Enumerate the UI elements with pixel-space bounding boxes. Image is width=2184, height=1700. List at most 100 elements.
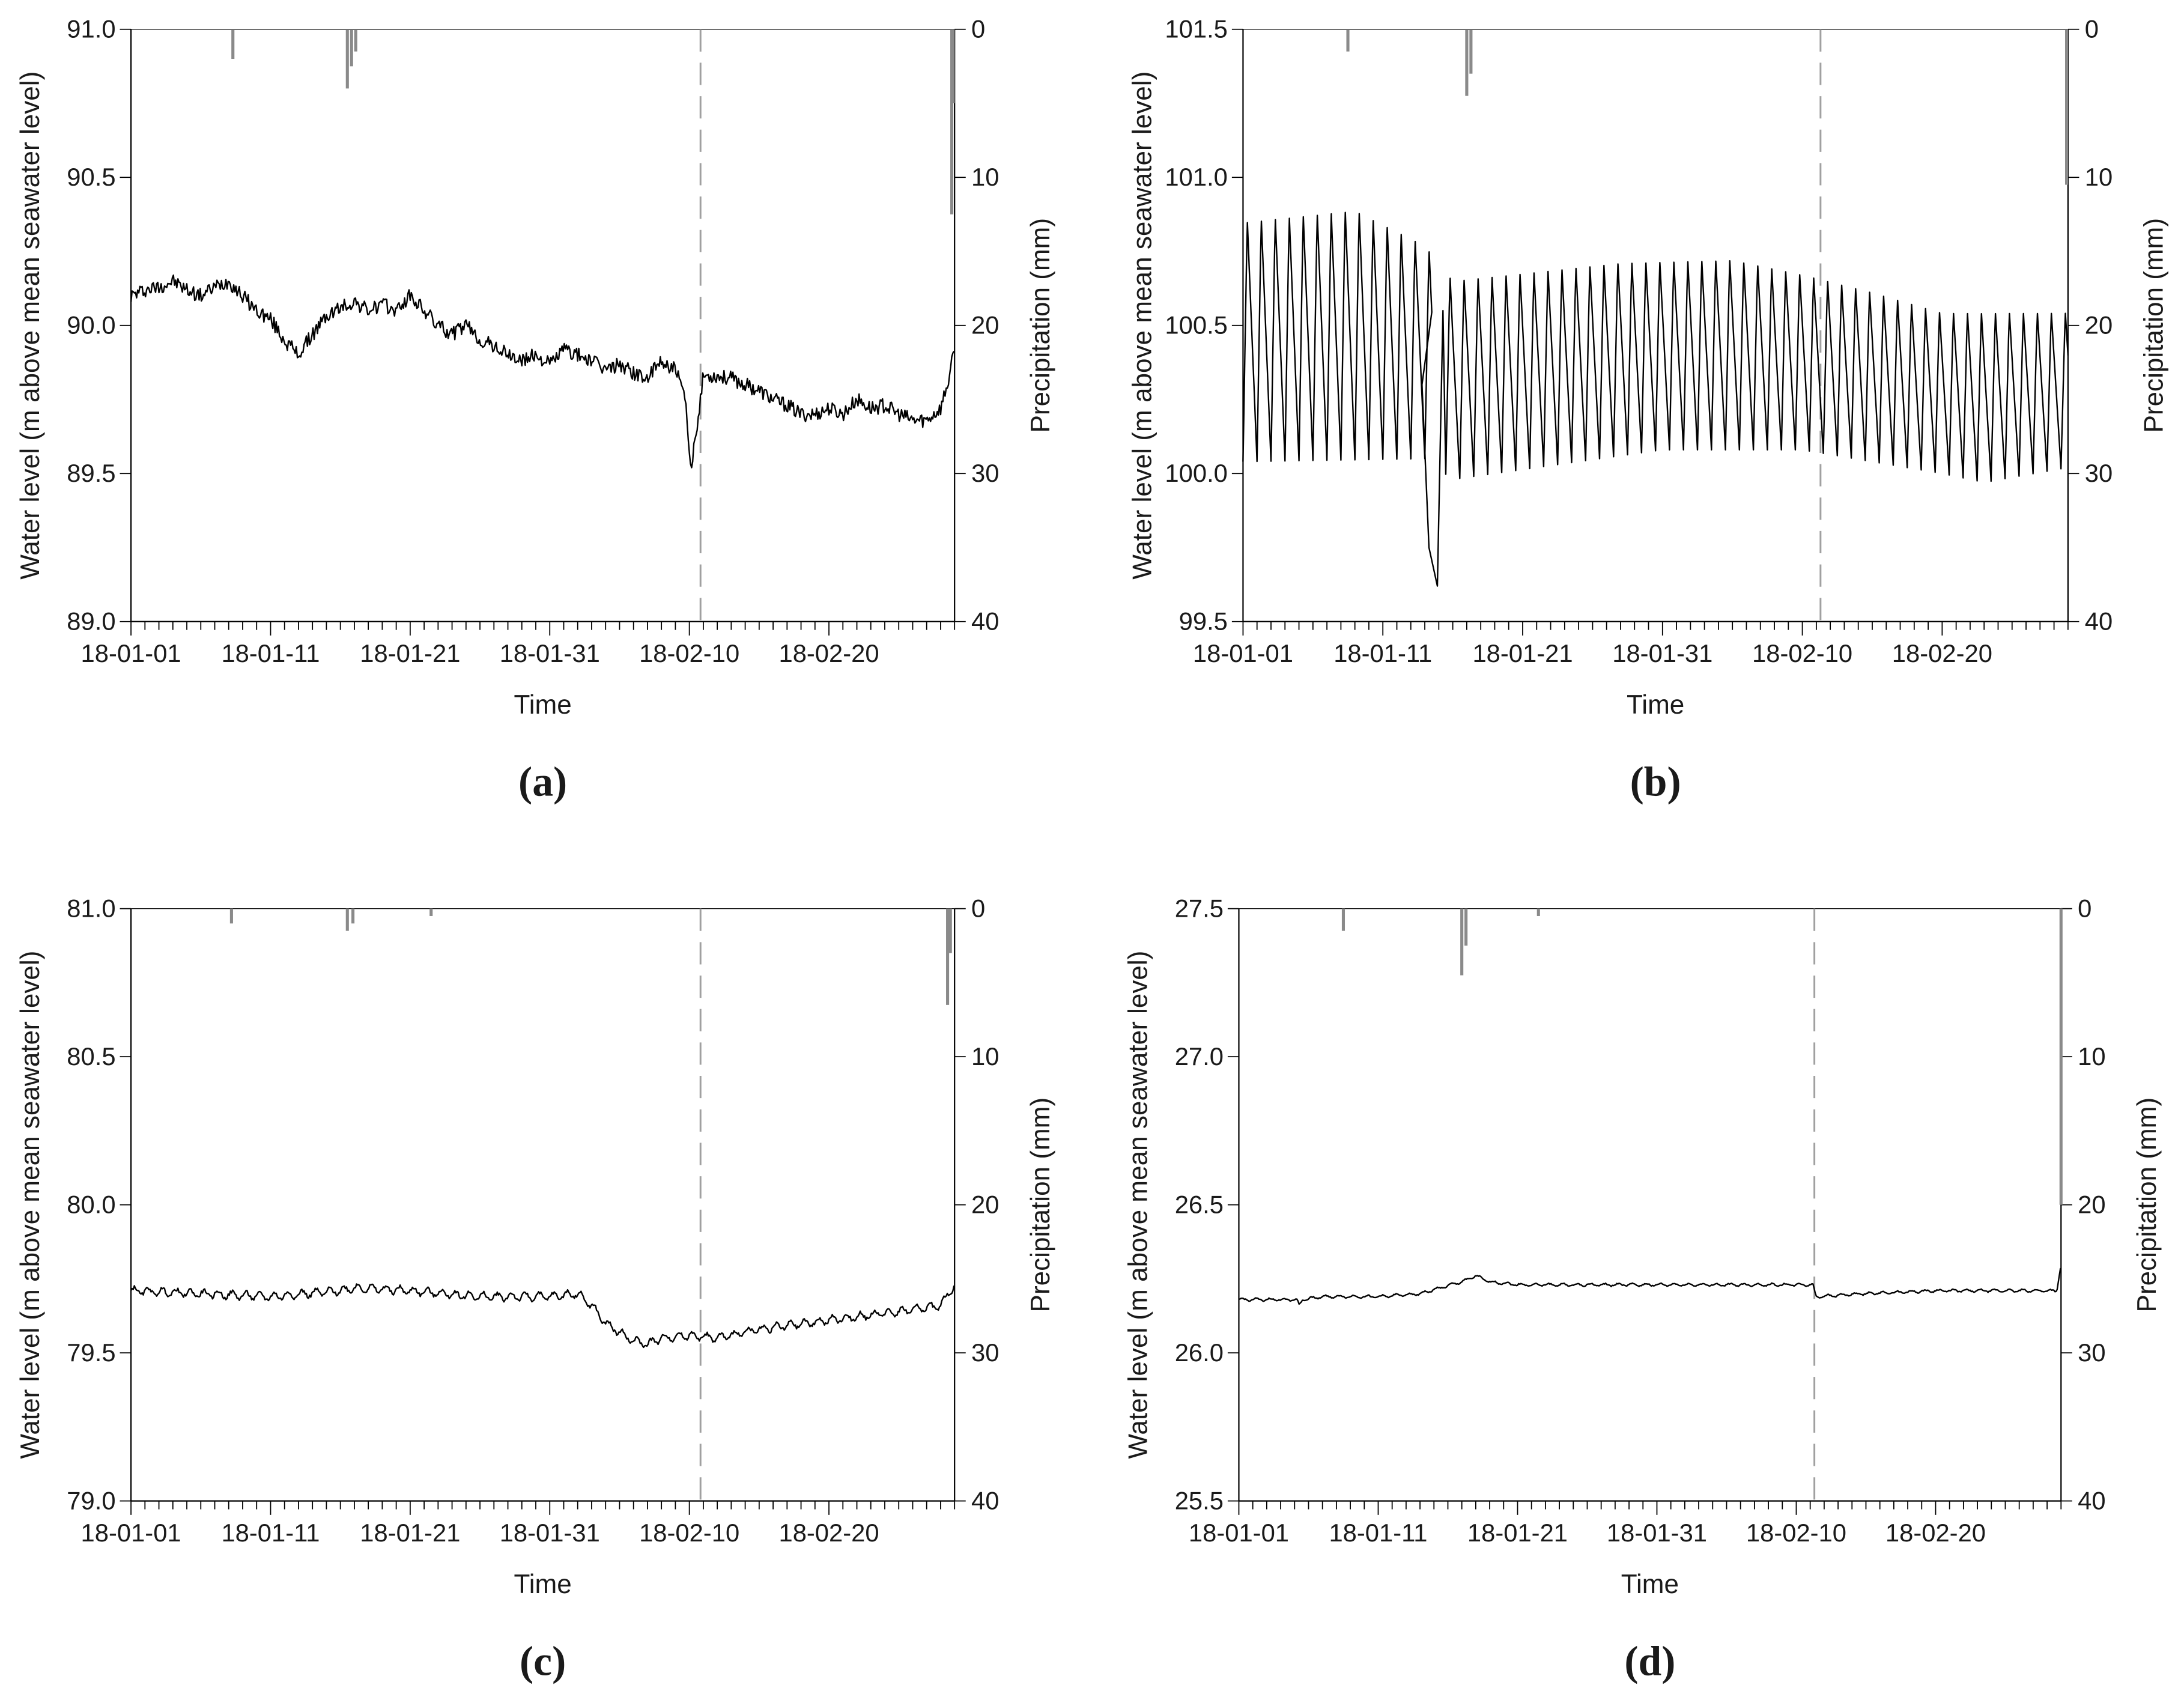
y2-tick-label: 10 [2085, 163, 2113, 191]
y-tick-label: 90.5 [67, 163, 115, 191]
panel-label: (b) [1630, 759, 1681, 806]
y-tick-label: 25.5 [1175, 1487, 1224, 1515]
y-tick-label: 101.5 [1165, 15, 1227, 43]
panel-label: (a) [518, 759, 567, 806]
y-tick-label: 100.5 [1165, 311, 1227, 339]
y2-tick-label: 0 [2078, 894, 2091, 923]
water-level-line [130, 1283, 955, 1349]
y2-tick-label: 40 [2085, 607, 2113, 636]
chart-panel-4: 18-01-01 18-01-11 18-01-21 18-01-31 18-02-10… [1123, 894, 2162, 1685]
x-tick-label: 18-02-20 [778, 1519, 879, 1547]
precipitation-bar [1465, 29, 1469, 96]
precipitation-bar [351, 908, 355, 924]
x-tick-label: 18-02-10 [639, 1519, 739, 1547]
y2-tick-label: 10 [971, 1042, 999, 1070]
y-tick-label: 27.5 [1175, 894, 1224, 923]
precipitation-bar [2059, 908, 2063, 1205]
precipitation-bar [345, 29, 349, 89]
x-tick-label: 18-01-31 [1612, 639, 1712, 667]
x-axis-label: Time [1627, 690, 1684, 720]
precipitation-bar [354, 29, 357, 52]
x-tick-label: 18-01-21 [360, 639, 460, 667]
y2-axis-label: Precipitation (mm) [2132, 1097, 2162, 1313]
y2-axis-label: Precipitation (mm) [1026, 1097, 1055, 1313]
y-tick-label: 89.0 [67, 607, 115, 636]
x-tick-label: 18-01-11 [221, 639, 320, 667]
precipitation-bar [948, 908, 952, 953]
y2-axis-label: Precipitation (mm) [2140, 218, 2169, 433]
precipitation-bar [1464, 908, 1468, 946]
y2-tick-label: 20 [2085, 311, 2113, 339]
y-tick-label: 79.0 [67, 1487, 115, 1515]
precipitation-bar [2065, 29, 2069, 185]
y2-tick-label: 0 [971, 894, 985, 923]
x-tick-label: 18-01-01 [1189, 1519, 1289, 1547]
x-axis-label: Time [514, 1570, 571, 1599]
y2-tick-label: 40 [971, 1487, 999, 1515]
y2-tick-label: 30 [971, 459, 999, 487]
precipitation-bar [429, 908, 433, 916]
precipitation-bar [229, 908, 233, 924]
y-axis-label: Water level (m above mean seawater level… [1127, 71, 1157, 580]
precipitation-bar [1536, 908, 1540, 916]
x-tick-label: 18-01-11 [1329, 1519, 1427, 1547]
y-tick-label: 90.0 [67, 311, 115, 339]
y-tick-label: 79.5 [67, 1338, 115, 1367]
x-tick-label: 18-01-31 [1607, 1519, 1707, 1547]
x-axis-label: Time [514, 690, 571, 720]
x-tick-label: 18-01-01 [1193, 639, 1293, 667]
x-tick-label: 18-02-20 [778, 639, 879, 667]
y2-tick-label: 40 [971, 607, 999, 636]
y2-tick-label: 0 [2085, 15, 2099, 43]
precipitation-bar [950, 29, 954, 214]
precipitation-bar [1346, 29, 1350, 52]
y-tick-label: 99.5 [1179, 607, 1228, 636]
panel-label: (c) [520, 1639, 566, 1685]
x-tick-label: 18-01-01 [81, 1519, 181, 1547]
y-tick-label: 26.0 [1175, 1338, 1224, 1367]
x-tick-label: 18-01-31 [500, 1519, 600, 1547]
x-tick-label: 18-01-21 [1472, 639, 1573, 667]
x-tick-label: 18-02-10 [1746, 1519, 1846, 1547]
x-tick-label: 18-01-01 [81, 639, 181, 667]
y2-tick-label: 10 [971, 163, 999, 191]
precipitation-bar [350, 29, 353, 67]
y2-tick-label: 20 [971, 1191, 999, 1219]
x-tick-label: 18-01-31 [500, 639, 600, 667]
precipitation-bar [1460, 908, 1464, 976]
y-tick-label: 81.0 [67, 894, 115, 923]
chart-panel-2: 18-01-01 18-01-11 18-01-21 18-01-31 18-02-10… [1127, 15, 2168, 806]
water-level-line [1239, 1267, 2061, 1305]
precipitation-bar [345, 908, 349, 931]
y2-tick-label: 30 [2085, 459, 2113, 487]
x-tick-label: 18-01-21 [360, 1519, 460, 1547]
x-tick-label: 18-02-10 [639, 639, 739, 667]
precipitation-bar [951, 29, 955, 103]
water-level-line [130, 274, 955, 469]
y-tick-label: 100.0 [1165, 459, 1227, 487]
precipitation-bar [231, 29, 235, 59]
x-axis-label: Time [1621, 1570, 1679, 1599]
y-axis-label: Water level (m above mean seawater level… [1123, 951, 1153, 1459]
y2-tick-label: 0 [971, 15, 985, 43]
y2-tick-label: 30 [971, 1338, 999, 1367]
precipitation-bar [1469, 29, 1473, 74]
y-axis-label: Water level (m above mean seawater level… [16, 71, 45, 580]
x-tick-label: 18-02-20 [1885, 1519, 1986, 1547]
y-tick-label: 27.0 [1175, 1042, 1224, 1070]
y2-axis-label: Precipitation (mm) [1026, 218, 1055, 433]
y-tick-label: 91.0 [67, 15, 115, 43]
y2-tick-label: 10 [2078, 1042, 2105, 1070]
precipitation-bar [946, 908, 950, 1005]
panel-label: (d) [1624, 1639, 1675, 1685]
precipitation-bar [1341, 908, 1345, 931]
water-level-line [1242, 211, 2069, 587]
y-tick-label: 80.0 [67, 1191, 115, 1219]
y-tick-label: 89.5 [67, 459, 115, 487]
chart-panel-3: 18-01-01 18-01-11 18-01-21 18-01-31 18-02-10… [16, 894, 1055, 1685]
x-tick-label: 18-01-11 [1333, 639, 1432, 667]
x-tick-label: 18-02-10 [1752, 639, 1852, 667]
x-tick-label: 18-01-11 [221, 1519, 320, 1547]
y-tick-label: 26.5 [1175, 1191, 1224, 1219]
